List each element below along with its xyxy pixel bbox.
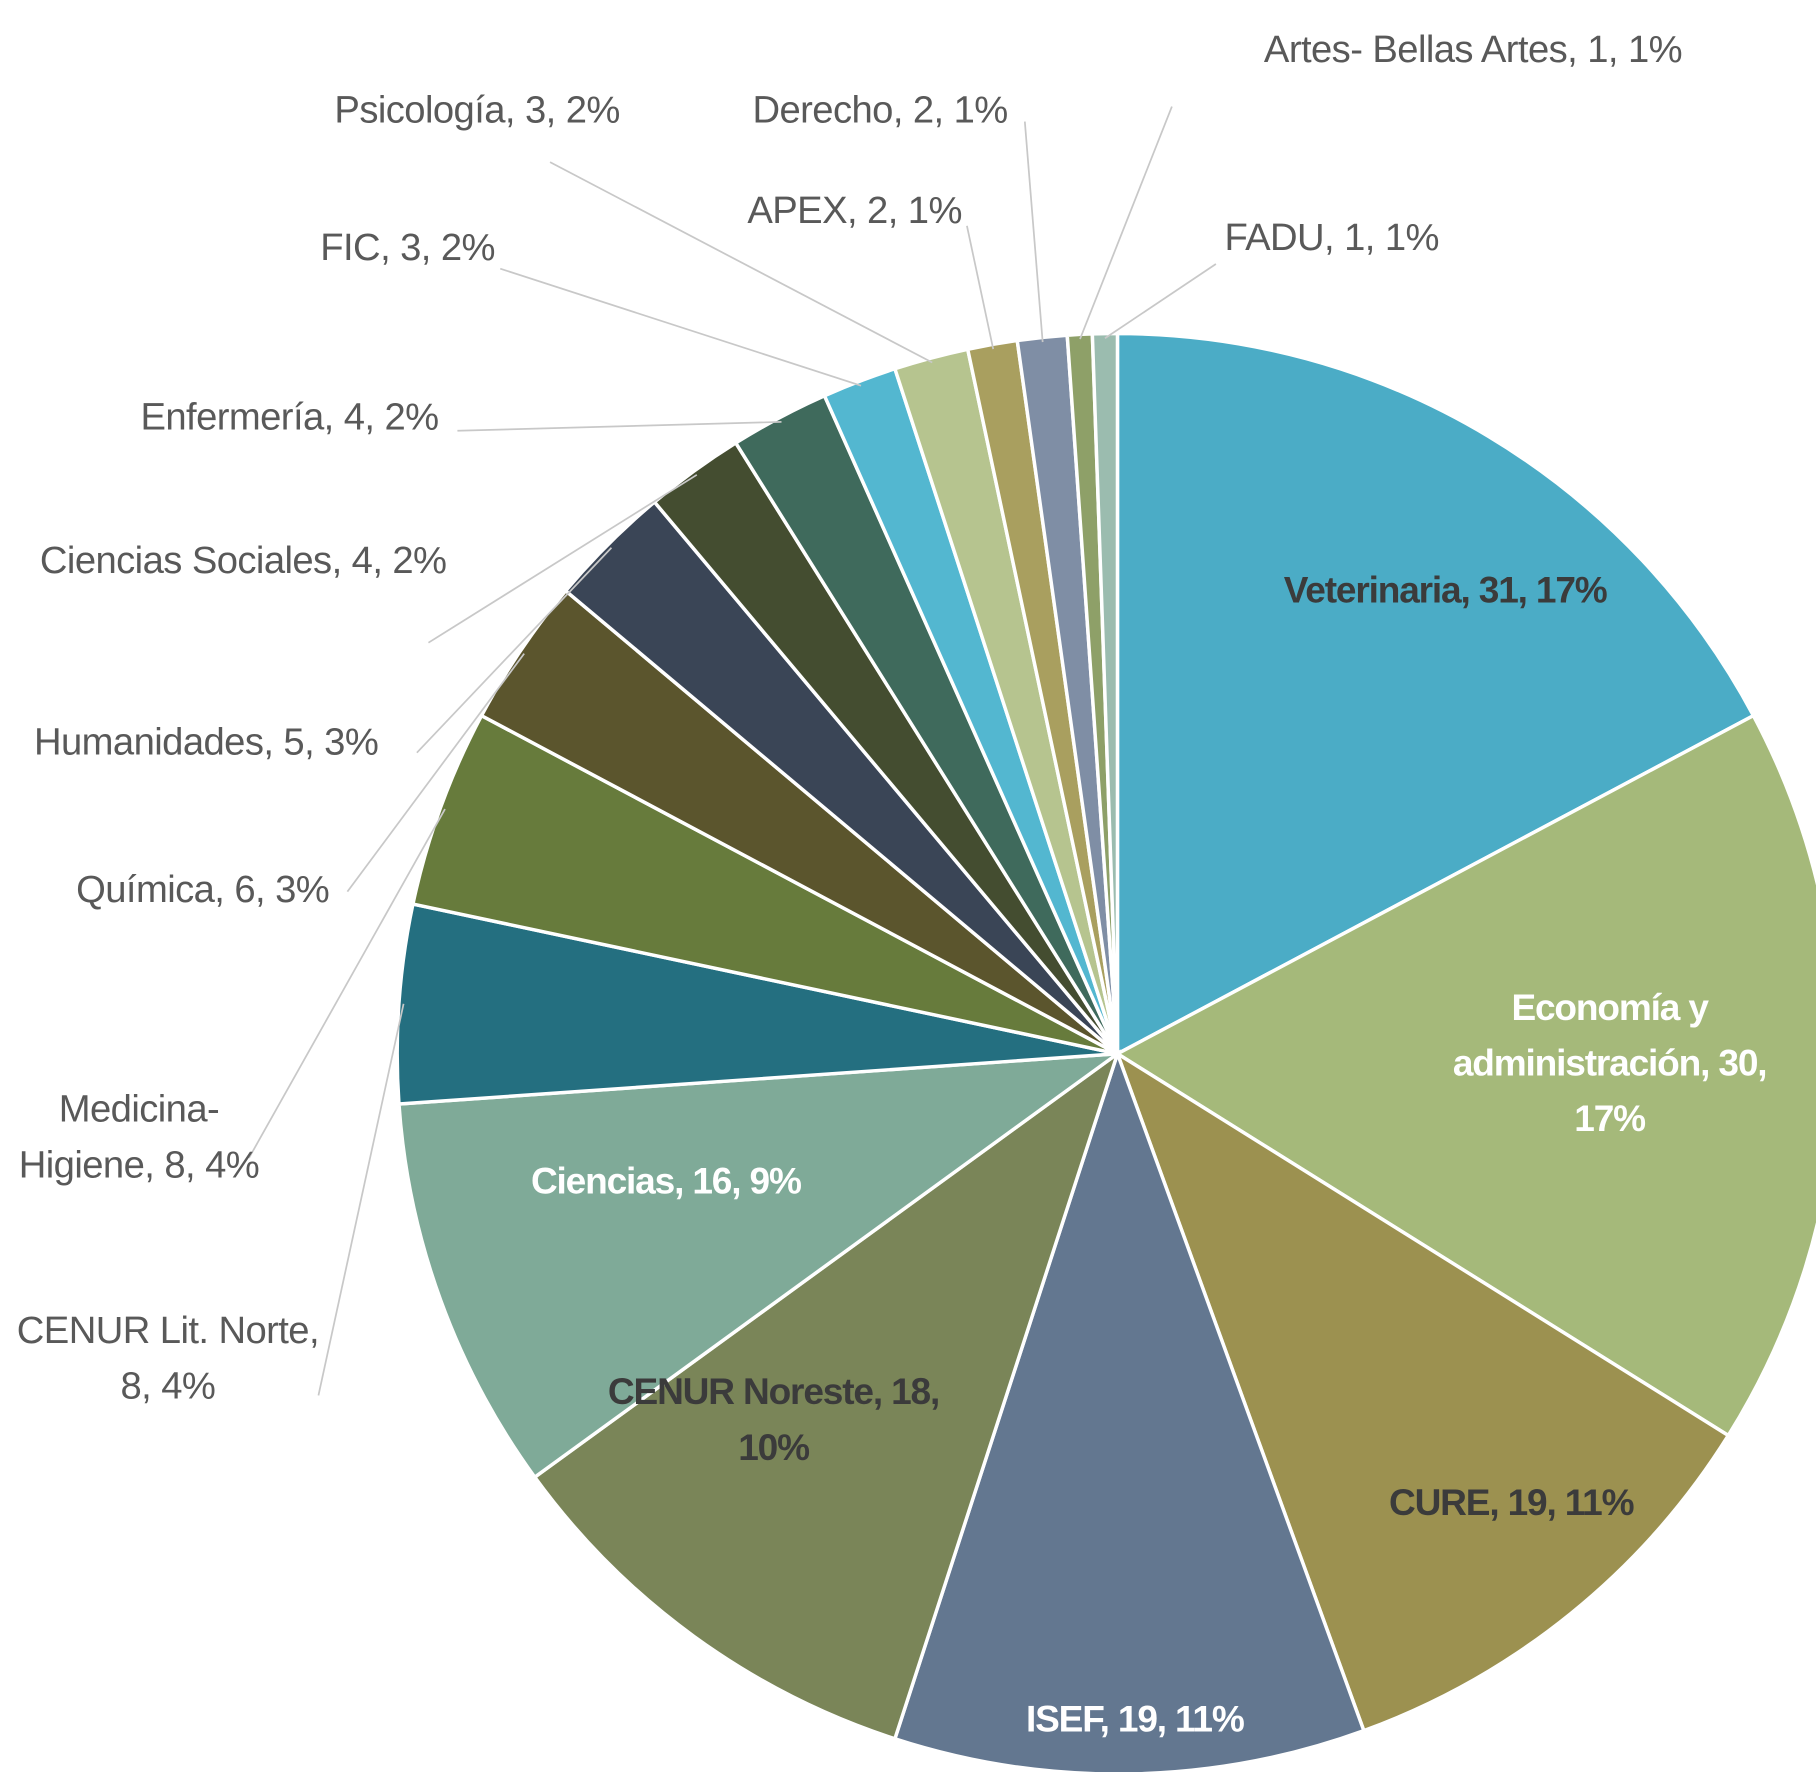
plot-area: Veterinaria, 31, 17% Economía y administra… xyxy=(17,28,1816,1772)
label-line: Economía y xyxy=(1511,986,1709,1028)
data-label: Derecho, 2, 1% xyxy=(752,88,1007,131)
leader-line xyxy=(1104,263,1217,339)
data-label: Enfermería, 4, 2% xyxy=(140,395,438,438)
pie-slice xyxy=(1114,1049,1731,1733)
leader-line xyxy=(416,547,613,754)
data-label: Veterinaria, 31, 17% xyxy=(1284,569,1607,611)
data-label: Ciencias, 16, 9% xyxy=(531,1159,801,1201)
label-line: administración, 30, xyxy=(1453,1041,1767,1083)
data-label: Ciencias Sociales, 4, 2% xyxy=(40,539,447,582)
label-line: CENUR Lit. Norte, xyxy=(17,1309,319,1352)
pie-slice xyxy=(892,1048,1367,1772)
pie-slice xyxy=(397,1051,1124,1480)
leader-line xyxy=(966,225,995,350)
data-label: Química, 6, 3% xyxy=(76,868,329,911)
pie-slice xyxy=(532,1049,1121,1741)
leader-line xyxy=(1079,106,1173,340)
pie-slice xyxy=(1090,331,1120,1054)
data-label: Medicina- Higiene, 8, 4% xyxy=(19,1088,259,1187)
data-label: CURE, 19, 11% xyxy=(1389,1481,1634,1523)
pie-slice xyxy=(1113,713,1816,1438)
leader-line xyxy=(346,653,525,893)
label-line: 10% xyxy=(738,1426,809,1468)
data-label: APEX, 2, 1% xyxy=(747,189,961,232)
leader-line xyxy=(457,421,782,432)
pie-slice xyxy=(410,713,1119,1056)
data-label: FADU, 1, 1% xyxy=(1224,216,1438,259)
data-label: Humanidades, 5, 3% xyxy=(34,721,378,764)
leader-line xyxy=(1023,121,1044,343)
data-label: Psicología, 3, 2% xyxy=(334,88,619,131)
leader-line xyxy=(248,808,446,1159)
data-label: FIC, 3, 2% xyxy=(320,226,495,269)
leader-line xyxy=(317,1003,405,1396)
data-label: CENUR Noreste, 18, 10% xyxy=(608,1370,939,1468)
data-label: Economía y administración, 30, 17% xyxy=(1453,986,1767,1139)
label-line: Medicina- xyxy=(59,1088,219,1131)
leader-line xyxy=(499,267,862,387)
leader-line xyxy=(427,474,698,644)
label-line: 8, 4% xyxy=(121,1365,216,1408)
label-line: 17% xyxy=(1574,1097,1645,1139)
data-label: Artes- Bellas Artes, 1, 1% xyxy=(1264,28,1682,71)
pie-slice xyxy=(1115,331,1756,1057)
label-line: Higiene, 8, 4% xyxy=(19,1143,259,1186)
label-line: CENUR Noreste, 18, xyxy=(608,1370,939,1412)
leader-line xyxy=(549,161,933,364)
data-label: CENUR Lit. Norte, 8, 4% xyxy=(17,1309,319,1408)
data-label: ISEF, 19, 11% xyxy=(1026,1698,1244,1740)
pie-slice xyxy=(395,901,1118,1106)
